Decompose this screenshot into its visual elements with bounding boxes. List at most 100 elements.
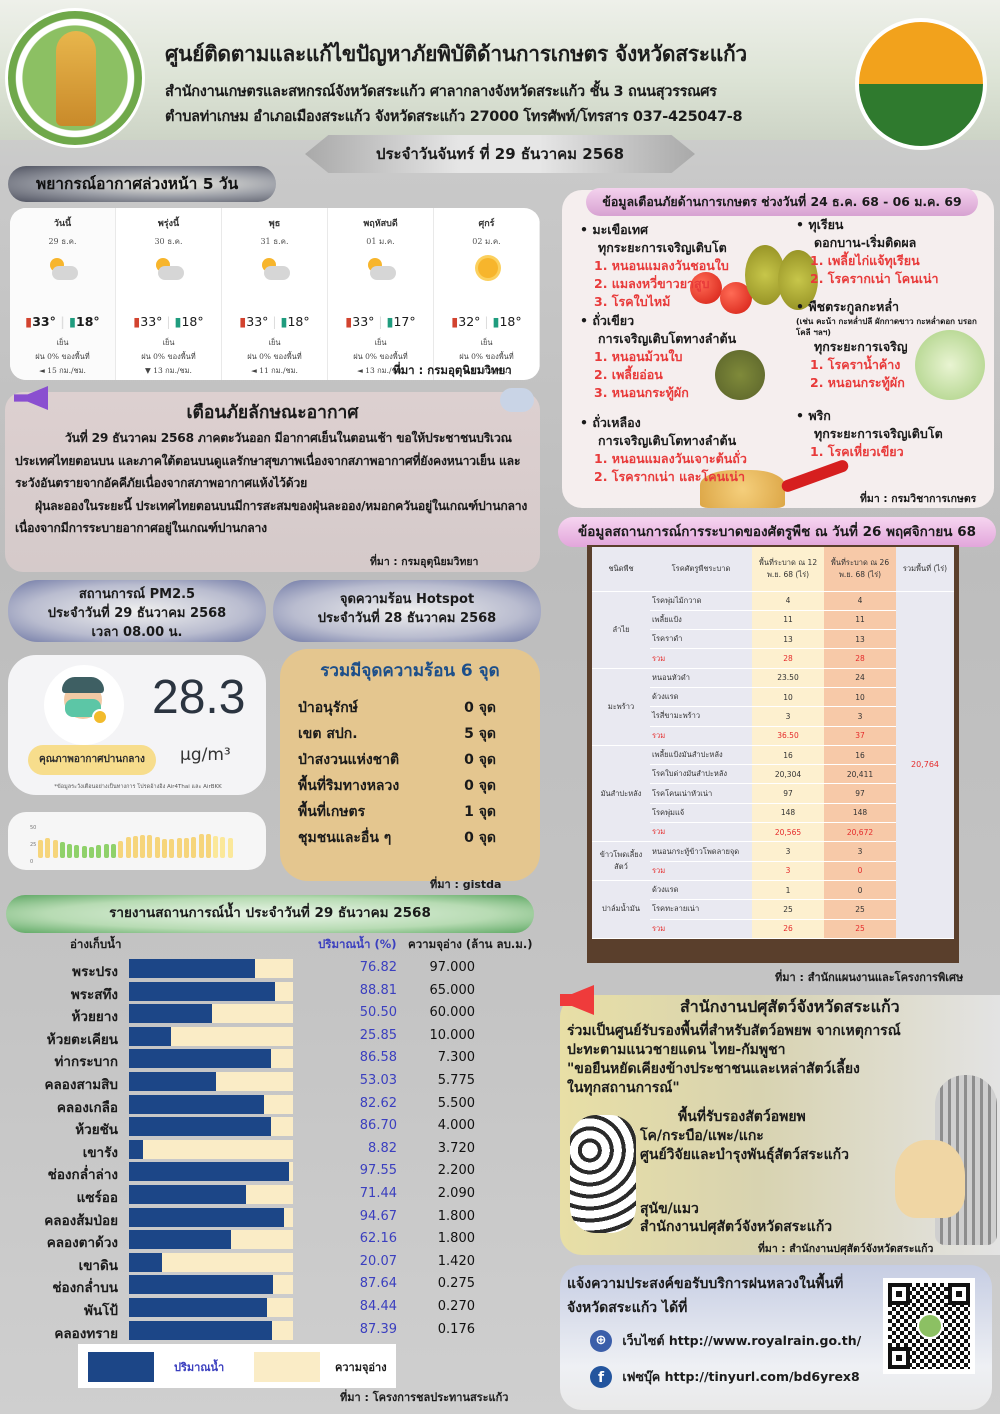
forecast-rain: ฝน 0% ของพื้นที่ [247,352,302,361]
forecast-details: เย็น ฝน 0% ของพื้นที่ ◄ 11 กม./ชม. [222,336,327,378]
hotspot-card: รวมมีจุดความร้อน 6 จุด ป่าอนุรักษ์ 0 จุดเ… [280,649,540,881]
reservoir-row: คลองสามสิบ 53.03 5.775 [0,1071,540,1094]
forecast-rain: ฝน 0% ของพื้นที่ [141,352,196,361]
pm25-bar [67,844,73,858]
website-label[interactable]: เว็บไซต์ http://www.royalrain.go.th/ [622,1332,862,1348]
weather-warning-source: ที่มา : กรมอุตุนิยมวิทยา [370,556,479,568]
crop-threat: 1. โรคเหี่ยวเขียว [810,444,904,459]
livestock-line2: ปะทะตามแนวชายแดน ไทย-กัมพูชา [567,1042,786,1058]
reservoir-bar-fill [129,1049,271,1069]
pm25-unit: μg/m³ [180,745,231,765]
reservoir-percent: 50.50 [359,1005,397,1021]
pest-area-26nov: 3 [824,841,896,862]
pest-crop: ข้าวโพดเลี้ยงสัตว์ [592,841,650,881]
pest-table-heading: ข้อมูลสถานการณ์การระบาดของศัตรูพืช ณ วัน… [558,517,996,547]
cow-image [570,1115,636,1233]
pm25-title: สถานการณ์ PM2.5 [78,587,196,602]
pest-name: โรคโคนเน่าหัวเน่า [650,783,752,804]
pm25-bar [147,834,153,858]
legend-volume-label: ปริมาณน้ำ [174,1361,225,1374]
durian-image [778,250,818,310]
forecast-day: พรุ่งนี้ 30 ธ.ค. ▮33° | ▮18° เย็น ฝน 0% ของพ… [116,208,222,380]
reservoir-percent: 86.70 [359,1118,397,1134]
partly-cloudy-icon [46,254,80,284]
forecast-day: วันนี้ 29 ธ.ค. ▮33° | ▮18° เย็น ฝน 0% ของพื้… [10,208,116,380]
header-banner [0,0,1000,140]
crop-phase: การเจริญเติบโตทางลำต้น [598,331,737,346]
forecast-wind: ◄ 15 กม./ชม. [39,366,86,375]
reservoir-row: พระสทึง 88.81 65.000 [0,981,540,1004]
reservoir-bar-fill [129,959,255,978]
hotspot-count: 0 จุด [464,752,496,768]
reservoir-bar [129,1072,293,1091]
reservoir-bar [129,1049,293,1069]
pm25-heading: สถานการณ์ PM2.5 ประจำวันที่ 29 ธันวาคม 2… [8,580,266,642]
forecast-desc: เย็น [268,338,281,347]
livestock-line1: ร่วมเป็นศูนย์รับรองพื้นที่สำหรับสัตว์อพย… [567,1023,901,1039]
reservoir-percent: 86.58 [359,1050,397,1066]
pest-area-12nov: 1 [752,880,824,901]
reservoir-bar [129,1207,293,1227]
thermometer-cold-icon: ▮ [69,314,77,329]
pest-area-26nov: 13 [824,629,896,650]
reservoir-name: พันโป้ [84,1303,118,1319]
reservoir-row: พันโป้ 84.44 0.270 [0,1297,540,1320]
pm25-bar [74,845,80,858]
reservoir-bar [129,1298,293,1317]
pest-name: หนอนหัวดำ [650,668,752,688]
crop-soybean: • ถั่วเหลือง การเจริญเติบโตทางลำต้น 1. หนอ… [580,414,747,486]
forecast-day-name: พุธ [268,219,281,229]
crop-threat: 1. เพลี้ยไก่แจ้ทุเรียน [810,253,920,268]
pest-crop: ลำไย [592,591,650,669]
provincial-seal-logo [855,18,987,150]
facebook-link[interactable]: f เฟซบุ๊ค http://tinyurl.com/bd6yrex8 [590,1366,860,1388]
forecast-day: พฤหัสบดี 01 ม.ค. ▮33° | ▮17° เย็น ฝน 0% ของพ… [328,208,434,380]
hotspot-heading: จุดความร้อน Hotspot ประจำวันที่ 28 ธันวา… [273,580,541,642]
pest-row: โรคใบด่างมันสำปะหลัง 20,304 20,411 [592,764,954,785]
pest-row: มะพร้าว หนอนหัวดำ 23.50 24 [592,668,954,746]
pest-row: มันสำปะหลัง เพลี้ยแป้งมันสำปะหลัง 16 16 [592,745,954,843]
pest-name: โรคใบด่างมันสำปะหลัง [650,764,752,785]
forecast-day-date: 31 ธ.ค. [260,237,289,246]
pest-area-26nov: 3 [824,706,896,727]
pest-row: โรคราดำ 13 13 [592,629,954,650]
crop-threat: 1. หนอนแมลงวันเจาะต้นถั่ว [594,451,747,466]
livestock-center: ศูนย์วิจัยและบำรุงพันธุ์สัตว์สระแก้ว [640,1147,849,1163]
reservoir-bar-fill [129,1298,268,1317]
cabbage-image [915,330,985,400]
temp-low: 18° [181,314,204,329]
reservoir-percent: 76.82 [359,960,397,975]
reservoir-bar [129,1139,293,1159]
pm25-date: ประจำวันที่ 29 ธันวาคม 2568 [47,606,227,621]
address-line-1: สำนักงานเกษตรและสหกรณ์จังหวัดสระแก้ว ศาล… [165,84,717,100]
pm25-tick: 50 [30,825,37,831]
forecast-rain: ฝน 0% ของพื้นที่ [35,352,90,361]
reservoir-capacity: 3.720 [437,1140,475,1156]
forecast-day-date: 29 ธ.ค. [48,237,77,246]
pest-area-12nov: 20,304 [752,764,824,785]
crop-name: • ถั่วเหลือง [580,415,641,430]
reservoir-name: คลองตาด้วง [46,1235,118,1252]
col-percent: ปริมาณน้ำ (%) [318,937,397,951]
reservoir-bar [129,1185,293,1204]
forecast-day-date: 30 ธ.ค. [154,237,183,246]
facebook-label[interactable]: เฟซบุ๊ค http://tinyurl.com/bd6yrex8 [622,1368,860,1384]
pest-area-12nov: 25 [752,899,824,920]
reservoir-bar [129,1026,293,1046]
pest-name: ด้วงแรด [650,687,752,708]
reservoir-row: ห้วยชัน 86.70 4.000 [0,1116,540,1139]
reservoir-row: ท่ากระบาก 86.58 7.300 [0,1048,540,1071]
pest-table-frame: ชนิดพืช โรคศัตรูพืชระบาด พื้นที่ระบาด ณ 12… [587,545,959,963]
qr-code[interactable] [883,1278,975,1374]
website-link[interactable]: ⊕ เว็บไซต์ http://www.royalrain.go.th/ [590,1330,861,1352]
reservoir-percent: 8.82 [368,1140,397,1156]
forecast-day-name: ศุกร์ [478,219,495,229]
forecast-day-date: 01 ม.ค. [366,237,395,246]
reservoir-row: คลองทราย 87.39 0.176 [0,1320,540,1343]
crop-threat: 2. หนอนกระทู้ผัก [810,375,905,390]
hotspot-row: ชุมชนและอื่น ๆ 0 จุด [298,827,522,853]
forecast-desc: เย็น [56,338,69,347]
pest-row: รวม 28 28 [592,648,954,669]
reservoir-bar [129,1230,293,1250]
pest-area-12nov: 16 [752,745,824,766]
